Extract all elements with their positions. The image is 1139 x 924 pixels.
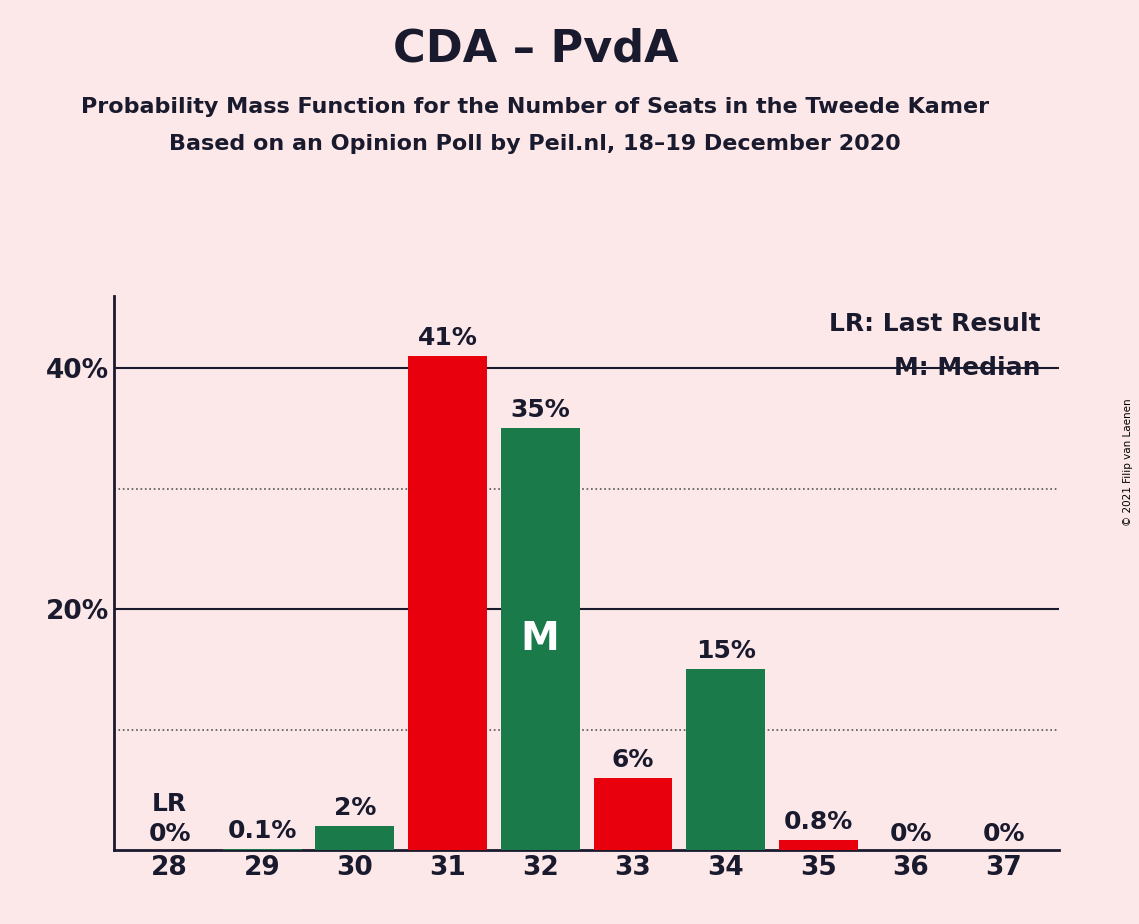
Text: Based on an Opinion Poll by Peil.nl, 18–19 December 2020: Based on an Opinion Poll by Peil.nl, 18–… bbox=[170, 134, 901, 154]
Text: 0%: 0% bbox=[983, 822, 1025, 846]
Text: 0.1%: 0.1% bbox=[228, 819, 297, 843]
Text: 35%: 35% bbox=[510, 398, 571, 422]
Text: 0%: 0% bbox=[148, 822, 190, 846]
Text: LR: LR bbox=[151, 793, 187, 816]
Text: CDA – PvdA: CDA – PvdA bbox=[393, 28, 678, 71]
Bar bbox=[316, 826, 394, 850]
Bar bbox=[223, 849, 302, 850]
Text: 15%: 15% bbox=[696, 639, 755, 663]
Text: M: M bbox=[521, 620, 559, 658]
Bar bbox=[593, 778, 672, 850]
Bar bbox=[501, 428, 580, 850]
Text: © 2021 Filip van Laenen: © 2021 Filip van Laenen bbox=[1123, 398, 1133, 526]
Text: M: Median: M: Median bbox=[894, 356, 1040, 380]
Text: 0.8%: 0.8% bbox=[784, 810, 853, 834]
Bar bbox=[686, 669, 765, 850]
Text: 6%: 6% bbox=[612, 748, 654, 772]
Text: 0%: 0% bbox=[890, 822, 932, 846]
Bar bbox=[779, 841, 858, 850]
Text: Probability Mass Function for the Number of Seats in the Tweede Kamer: Probability Mass Function for the Number… bbox=[81, 97, 990, 117]
Bar bbox=[408, 356, 487, 850]
Text: 41%: 41% bbox=[418, 326, 477, 350]
Text: 2%: 2% bbox=[334, 796, 376, 820]
Text: LR: Last Result: LR: Last Result bbox=[829, 312, 1040, 336]
